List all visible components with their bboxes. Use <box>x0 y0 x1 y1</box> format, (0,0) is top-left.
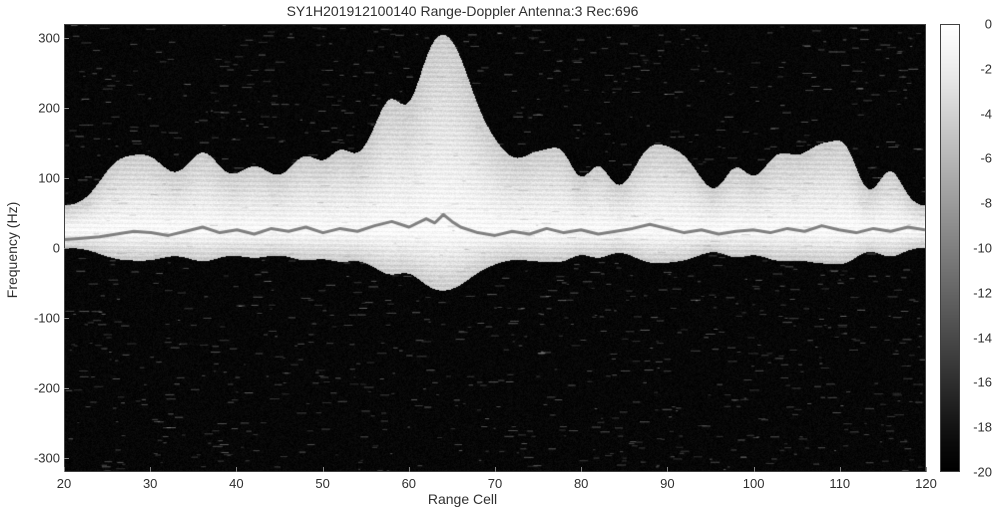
x-tick-mark <box>667 467 668 472</box>
y-tick-label: -200 <box>10 381 60 396</box>
y-tick-mark <box>64 458 69 459</box>
y-tick-mark <box>64 318 69 319</box>
y-tick-mark <box>64 248 69 249</box>
colorbar-tick-label: -8 <box>980 196 992 211</box>
y-tick-mark <box>64 38 69 39</box>
chart-title: SY1H201912100140 Range-Doppler Antenna:3… <box>0 3 925 19</box>
x-tick-label: 90 <box>660 476 674 491</box>
x-tick-mark <box>840 467 841 472</box>
x-tick-mark <box>150 467 151 472</box>
colorbar-tick-label: -18 <box>973 420 992 435</box>
colorbar-tick-label: -10 <box>973 241 992 256</box>
y-tick-label: 300 <box>10 31 60 46</box>
x-tick-label: 30 <box>143 476 157 491</box>
y-tick-label: 100 <box>10 171 60 186</box>
x-tick-label: 20 <box>57 476 71 491</box>
x-tick-label: 110 <box>829 476 850 491</box>
x-tick-mark <box>409 467 410 472</box>
x-tick-mark <box>323 467 324 472</box>
x-tick-mark <box>581 467 582 472</box>
x-tick-label: 70 <box>488 476 502 491</box>
y-tick-label: 200 <box>10 101 60 116</box>
colorbar-tick-label: -14 <box>973 330 992 345</box>
colorbar-tick-label: 0 <box>985 17 992 32</box>
x-tick-label: 50 <box>315 476 329 491</box>
heatmap-canvas <box>65 25 925 471</box>
colorbar-tick-label: -4 <box>980 106 992 121</box>
colorbar-tick-label: -20 <box>973 465 992 480</box>
colorbar-tick-label: -2 <box>980 61 992 76</box>
y-tick-mark <box>64 388 69 389</box>
x-tick-mark <box>64 467 65 472</box>
y-tick-mark <box>64 108 69 109</box>
y-tick-mark <box>64 178 69 179</box>
colorbar-tick-label: -16 <box>973 375 992 390</box>
colorbar-tick-label: -6 <box>980 151 992 166</box>
x-tick-label: 60 <box>402 476 416 491</box>
x-tick-label: 100 <box>743 476 765 491</box>
range-doppler-figure: SY1H201912100140 Range-Doppler Antenna:3… <box>0 0 1000 509</box>
colorbar-canvas <box>941 25 959 471</box>
x-tick-mark <box>236 467 237 472</box>
x-tick-label: 120 <box>915 476 937 491</box>
y-tick-label: -100 <box>10 311 60 326</box>
y-tick-label: 0 <box>10 241 60 256</box>
y-tick-label: -300 <box>10 451 60 466</box>
x-tick-mark <box>495 467 496 472</box>
x-tick-label: 40 <box>229 476 243 491</box>
colorbar <box>940 24 960 472</box>
x-axis-label: Range Cell <box>0 491 925 507</box>
x-tick-label: 80 <box>574 476 588 491</box>
colorbar-tick-label: -12 <box>973 285 992 300</box>
x-tick-mark <box>926 467 927 472</box>
x-tick-mark <box>754 467 755 472</box>
heatmap-plot-area <box>64 24 926 472</box>
